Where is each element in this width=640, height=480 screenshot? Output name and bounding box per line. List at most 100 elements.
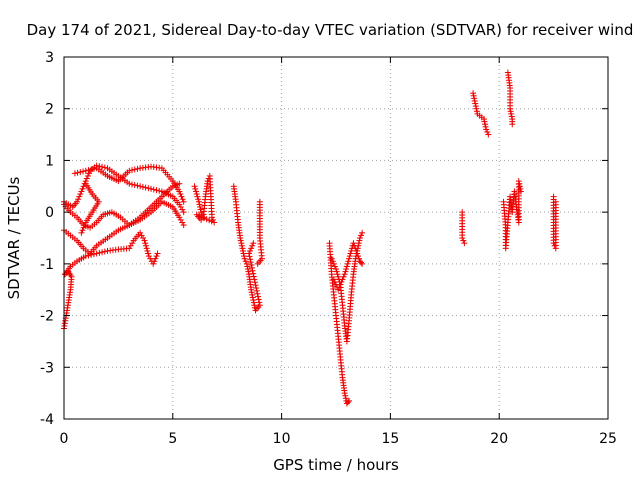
x-axis-ticks: 0 5 10 15 20 25 [60,57,617,447]
data-point [154,250,161,257]
data-point [339,276,346,283]
data-point [242,258,249,265]
data-point [333,268,340,275]
data-point [517,188,524,195]
data-point [79,185,86,192]
data-point [176,180,183,187]
data-point [129,181,135,188]
data-point [249,242,256,249]
data-point [253,284,260,291]
plot-frame [63,56,609,420]
data-point [238,240,245,247]
data-point [354,250,361,257]
data-point [340,273,347,280]
data-point [176,188,183,195]
data-point [249,294,256,301]
data-point [237,237,244,244]
data-point [507,108,514,115]
data-point [330,276,337,283]
data-point [250,240,257,247]
data-point [178,193,185,200]
data-point [131,181,138,188]
data-point [346,397,353,404]
data-point [101,248,108,255]
data-point [473,108,480,115]
data-point [346,253,353,260]
data-point [336,284,343,291]
x-tick-label: 5 [168,431,177,447]
data-point [473,105,480,112]
data-point [517,185,524,192]
data-point [334,271,341,278]
data-point [328,255,335,262]
data-point [177,191,184,198]
data-point [244,266,251,273]
data-point [355,240,362,247]
data-point [141,237,148,244]
data-point [248,286,255,293]
data-point [241,255,248,262]
data-point [129,167,135,174]
data-point [245,268,252,275]
data-point [552,198,559,205]
x-tick-label: 25 [599,431,617,447]
data-point [80,224,87,231]
data-point [88,166,95,173]
data-point [177,203,184,210]
data-point [152,255,159,262]
x-axis-label: GPS time / hours [273,456,399,474]
data-point [134,165,141,172]
data-point [472,100,479,107]
data-point [180,209,187,216]
data-point [508,110,515,117]
data-point [127,242,134,249]
data-point [145,253,152,260]
data-point [197,206,204,213]
data-point [359,229,366,236]
data-point [153,253,160,260]
data-point [90,165,97,172]
data-point [356,237,363,244]
data-point [485,131,492,138]
data-point [337,281,344,288]
data-point [196,201,203,208]
data-point [77,191,84,198]
data-point [96,249,103,256]
data-points [61,69,559,407]
data-point [342,395,349,402]
data-point [93,250,100,257]
data-point [241,253,248,260]
data-point [137,229,144,236]
y-tick-label: 2 [45,102,54,118]
data-point [84,172,91,179]
data-point [516,183,523,190]
data-point [351,242,358,249]
data-point [256,302,263,309]
data-point [461,240,468,247]
data-point [353,247,360,254]
data-point [139,183,146,190]
data-point [250,299,257,306]
data-point [82,219,89,226]
data-point [252,282,259,289]
data-point [134,182,141,189]
data-point [131,166,138,173]
data-point [248,289,255,296]
data-point [255,296,262,303]
data-point [176,201,183,208]
data-point [191,183,198,190]
data-point [507,105,514,112]
data-point [460,237,467,244]
data-point [126,167,133,174]
data-point [251,276,258,283]
data-point [251,302,258,309]
data-point [179,219,186,226]
data-point [145,250,152,257]
data-point [156,187,163,194]
data-point [180,198,187,205]
y-tick-label: 1 [45,153,54,169]
data-point [153,187,160,194]
data-point [343,266,350,273]
data-point [78,229,85,236]
